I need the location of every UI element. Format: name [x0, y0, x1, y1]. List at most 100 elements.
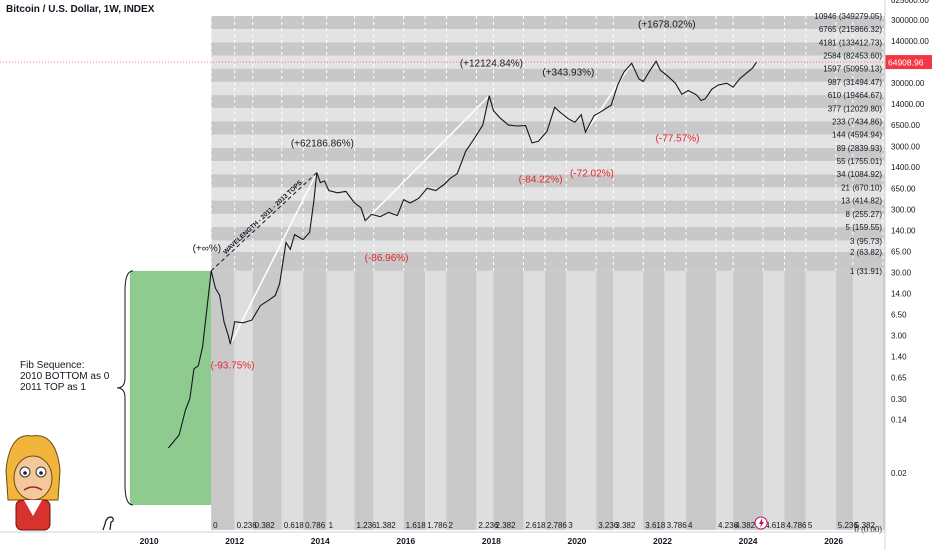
y-tick-label: 30.00: [891, 269, 912, 278]
y-tick-label: 0.65: [891, 374, 907, 383]
fib-price-band: [211, 95, 885, 109]
fib-time-band: [716, 270, 734, 530]
fib-level-label: 1597 (50959.13): [823, 65, 882, 74]
fib-price-band: [211, 147, 885, 162]
y-tick-label: 14.00: [891, 289, 912, 298]
fib-level-label: 13 (414.82): [841, 197, 882, 206]
trend-line: [584, 62, 633, 133]
x-tick-label: 2014: [311, 536, 330, 546]
fib-time-label: 0.786: [305, 521, 326, 530]
current-price-badge: [885, 55, 932, 70]
fib-time-band: [234, 270, 253, 530]
fib-time-band: [303, 270, 327, 530]
fib-time-label: 2: [448, 521, 453, 530]
fib-level-label: 21 (670.10): [841, 183, 882, 192]
fib-price-band: [211, 55, 885, 69]
fib-level-label: 89 (2839.93): [837, 144, 883, 153]
y-tick-label: 65.00: [891, 247, 912, 256]
fib-time-label: 0: [213, 521, 218, 530]
fib-time-band: [544, 270, 567, 530]
fib-price-band: [211, 200, 885, 214]
fib-level-label: 610 (19464.67): [828, 91, 883, 100]
fib-level-label: 144 (4594.94): [832, 131, 882, 140]
fib-time-band: [566, 270, 597, 530]
fib-price-band: [211, 174, 885, 188]
fib-level-label: 34 (1084.92): [837, 170, 883, 179]
fib-level-label: 8 (255.27): [846, 210, 883, 219]
fib-time-label: 0.236: [237, 521, 258, 530]
fib-price-band: [211, 134, 885, 148]
note-line-1: Fib Sequence:: [20, 360, 85, 371]
fib-time-label: 5.236: [838, 521, 859, 530]
lightning-bolt: [759, 518, 765, 528]
fib-sequence-note: Fib Sequence: 2010 BOTTOM as 0 2011 TOP …: [20, 360, 109, 393]
fib-time-band: [613, 270, 644, 530]
fib-time-band: [281, 270, 304, 530]
fib-price-band: [211, 240, 885, 252]
fib-time-label: 2.382: [496, 521, 517, 530]
y-tick-label: 140.00: [891, 226, 916, 235]
fib-level-label: 3 (95.73): [850, 237, 882, 246]
fib-time-band: [493, 270, 524, 530]
fib-time-label: 1.236: [356, 521, 377, 530]
dino-icon: [102, 516, 114, 531]
fib-time-label: 3.786: [667, 521, 688, 530]
chart-annotation: (+12124.84%): [460, 59, 523, 70]
fib-time-band: [835, 270, 853, 530]
fib-time-band: [373, 270, 404, 530]
fib-time-band: [354, 270, 374, 530]
x-tick-label: 2026: [824, 536, 843, 546]
fib-level-label: 987 (31494.47): [828, 78, 883, 87]
chart-annotation: (+62186.86%): [291, 138, 354, 149]
fib-time-label: 2.236: [478, 521, 499, 530]
fib-level-label: 2 (63.82): [850, 248, 882, 257]
chart-annotation: (-72.02%): [570, 168, 614, 179]
x-tick-label: 2020: [567, 536, 586, 546]
brace: [116, 270, 134, 506]
y-tick-label: 0.02: [891, 469, 907, 478]
x-tick-label: 2012: [225, 536, 244, 546]
fib-level-label: 1 (31.91): [850, 267, 882, 276]
fib-price-band: [211, 251, 885, 271]
fib-price-band: [211, 161, 885, 175]
fib-time-label: 4.236: [718, 521, 739, 530]
y-tick-label: 6500.00: [891, 121, 920, 130]
fib-level-label: 6765 (215866.32): [819, 25, 883, 34]
fib-time-label: 3.618: [645, 521, 666, 530]
trend-line: [364, 95, 490, 222]
x-tick-label: 2024: [739, 536, 758, 546]
fib-time-band: [763, 270, 785, 530]
fib-time-band: [852, 270, 883, 530]
fib-price-band: [211, 187, 885, 201]
fib-time-label: 0.382: [255, 521, 276, 530]
chart-title: Bitcoin / U.S. Dollar, 1W, INDEX: [6, 4, 155, 15]
fib-time-label: 3.236: [598, 521, 619, 530]
chart-annotation: (-84.22%): [519, 175, 563, 186]
fib-time-band: [686, 270, 717, 530]
fib-price-band: [211, 15, 885, 30]
fib-time-band: [476, 270, 494, 530]
fib-level-label: 377 (12029.80): [828, 104, 883, 113]
y-tick-label: 30000.00: [891, 79, 925, 88]
fib-level-label: 233 (7434.86): [832, 117, 882, 126]
fib-level-label: 4181 (133412.73): [819, 38, 883, 47]
chart-annotation: (+1678.02%): [638, 19, 696, 30]
fib-time-label: 1: [329, 521, 334, 530]
current-price-label: 64908.96: [888, 58, 924, 68]
y-tick-label: 0.30: [891, 395, 907, 404]
y-tick-label: 300000.00: [891, 16, 929, 25]
y-tick-label: 300.00: [891, 205, 916, 214]
x-tick-label: 2010: [140, 536, 159, 546]
fib-time-band: [733, 270, 764, 530]
fib-time-label: 5.382: [855, 521, 876, 530]
fib-time-label: 4: [688, 521, 693, 530]
fib-time-band: [425, 270, 447, 530]
chart-annotation: (+343.93%): [542, 67, 594, 78]
fib-time-label: 3: [568, 521, 573, 530]
fib-level-label: 5 (159.55): [846, 223, 883, 232]
fib-time-label: 2.786: [547, 521, 568, 530]
fib-time-band: [446, 270, 477, 530]
fib-time-band: [882, 270, 885, 530]
fib-time-label: 2.618: [525, 521, 546, 530]
